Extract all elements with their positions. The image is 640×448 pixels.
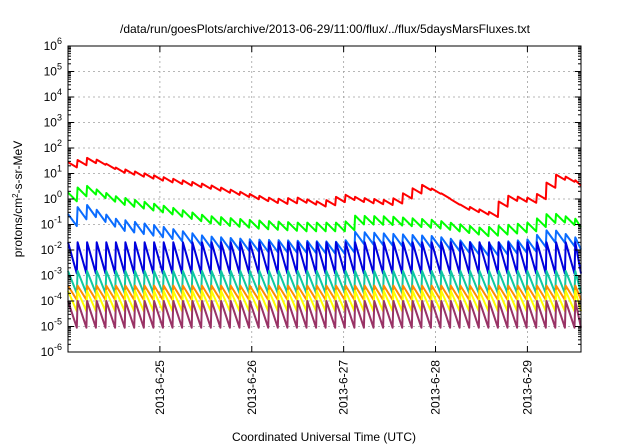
- y-tick-label-exp: 3: [57, 113, 62, 123]
- y-tick-label: 102: [44, 138, 62, 155]
- y-tick-label-exp: 1: [57, 164, 62, 174]
- y-tick-label: 10-6: [41, 342, 62, 359]
- y-tick-label-exp: 6: [57, 36, 62, 46]
- y-tick-label-base: 10: [41, 294, 55, 308]
- y-tick-label-exp: 5: [57, 62, 62, 72]
- x-tick-label: 2013-6-25: [153, 360, 167, 415]
- y-tick-label: 101: [44, 164, 62, 181]
- y-tick-label-base: 10: [44, 65, 58, 79]
- x-tick-label: 2013-6-29: [520, 360, 534, 415]
- y-axis-label-post: -s-sr-MeV: [11, 141, 25, 194]
- y-tick-label-exp: 0: [57, 189, 62, 199]
- x-tick-label: 2013-6-26: [245, 360, 259, 415]
- y-tick-label-exp: -1: [54, 215, 62, 225]
- series-line-2: [67, 184, 582, 238]
- y-axis-label: protons/cm2-s-sr-MeV: [11, 141, 26, 257]
- series-line-4: [67, 241, 582, 275]
- y-tick-label-exp: -6: [54, 342, 62, 352]
- y-tick-label: 10-2: [41, 240, 62, 257]
- y-tick-label: 105: [44, 62, 62, 79]
- y-tick-label: 103: [44, 113, 62, 130]
- y-tick-label-base: 10: [41, 345, 55, 359]
- series-group: [67, 156, 582, 329]
- y-tick-label-base: 10: [41, 320, 55, 334]
- series-line-1: [67, 156, 582, 218]
- y-tick-label-base: 10: [41, 218, 55, 232]
- y-tick-label: 10-1: [41, 215, 62, 232]
- y-tick-label: 10-3: [41, 266, 62, 283]
- y-tick-label-base: 10: [44, 116, 58, 130]
- y-tick-label-exp: -5: [54, 317, 62, 327]
- y-tick-label-exp: 4: [57, 87, 62, 97]
- y-tick-label-exp: -3: [54, 266, 62, 276]
- y-tick-label-base: 10: [44, 39, 58, 53]
- y-tick-label: 10-4: [41, 291, 62, 308]
- x-tick-label: 2013-6-28: [429, 360, 443, 415]
- y-tick-label-base: 10: [44, 141, 58, 155]
- y-axis-label-pre: protons/cm: [11, 198, 25, 257]
- y-tick-label: 100: [44, 189, 62, 206]
- axes: 10-610-510-410-310-210-11001011021031041…: [41, 36, 581, 415]
- y-tick-label: 10-5: [41, 317, 62, 334]
- x-tick-label: 2013-6-27: [337, 360, 351, 415]
- y-tick-label-base: 10: [44, 90, 58, 104]
- y-tick-label-base: 10: [44, 167, 58, 181]
- y-tick-label-exp: -2: [54, 240, 62, 250]
- y-tick-label-base: 10: [41, 243, 55, 257]
- y-tick-label: 106: [44, 36, 62, 53]
- chart-title: /data/run/goesPlots/archive/2013-06-29/1…: [120, 22, 531, 36]
- x-axis-label: Coordinated Universal Time (UTC): [232, 430, 416, 444]
- plot-frame: [67, 45, 582, 353]
- y-tick-label-base: 10: [41, 269, 55, 283]
- y-axis-label-sup: 2: [11, 193, 20, 198]
- y-tick-label: 104: [44, 87, 62, 104]
- y-tick-label-base: 10: [44, 192, 58, 206]
- y-tick-label-exp: 2: [57, 138, 62, 148]
- y-tick-label-exp: -4: [54, 291, 62, 301]
- series-line-8: [67, 300, 582, 329]
